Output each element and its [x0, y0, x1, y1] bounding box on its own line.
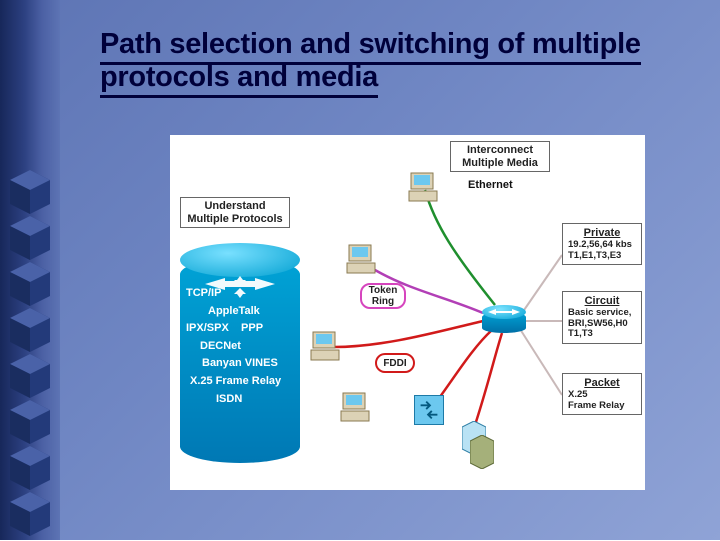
- pc-icon: [346, 243, 380, 277]
- private-line: 19.2,56,64 kbs: [568, 240, 636, 251]
- private-box: Private 19.2,56,64 kbs T1,E1,T3,E3: [562, 223, 642, 265]
- bullet-shape: [10, 216, 50, 260]
- bullet-shape: [10, 446, 50, 490]
- hub-icon: [470, 435, 494, 469]
- slide: Path selection and switching of multiple…: [0, 0, 720, 540]
- bullet-shape: [10, 170, 50, 214]
- protocol-item: PPP: [241, 322, 263, 334]
- bullet-shape: [10, 400, 50, 444]
- pc-icon: [310, 330, 344, 364]
- protocol-item: Banyan VINES: [186, 355, 298, 373]
- protocol-item: ISDN: [186, 391, 298, 409]
- bullet-shape: [10, 492, 50, 536]
- pc-icon: [408, 171, 442, 205]
- protocols-header: Understand Multiple Protocols: [187, 200, 282, 225]
- bullet-shape: [10, 354, 50, 398]
- circuit-box: Circuit Basic service, BRI,SW56,H0 T1,T3: [562, 291, 642, 344]
- packet-line: Frame Relay: [568, 401, 636, 412]
- slide-title-text: Path selection and switching of multiple…: [100, 28, 641, 98]
- bullet-shape: [10, 308, 50, 352]
- circuit-title: Circuit: [568, 295, 636, 308]
- protocol-item: DECNet: [186, 338, 298, 356]
- protocols-header-box: Understand Multiple Protocols: [180, 197, 290, 228]
- protocol-item: IPX/SPX: [186, 322, 229, 334]
- bullet-shape: [10, 262, 50, 306]
- protocol-item: X.25 Frame Relay: [186, 373, 298, 391]
- packet-line: X.25: [568, 390, 636, 401]
- packet-box: Packet X.25 Frame Relay: [562, 373, 642, 415]
- diagram-canvas: Understand Multiple Protocols TCP/IP App…: [170, 135, 645, 490]
- pc-icon: [340, 391, 374, 425]
- protocol-item: TCP/IP: [186, 285, 298, 303]
- private-line: T1,E1,T3,E3: [568, 251, 636, 262]
- media-header: Interconnect Multiple Media: [462, 144, 538, 169]
- protocol-list: TCP/IP AppleTalk IPX/SPX PPP DECNet Bany…: [186, 285, 298, 408]
- fddi-label: FDDI: [375, 353, 415, 373]
- circuit-line: T1,T3: [568, 329, 636, 340]
- protocol-item: AppleTalk: [186, 303, 298, 321]
- media-header-box: Interconnect Multiple Media: [450, 141, 550, 172]
- private-title: Private: [568, 227, 636, 240]
- token-ring-label: Token Ring: [360, 283, 406, 309]
- packet-title: Packet: [568, 377, 636, 390]
- circuit-line: Basic service,: [568, 308, 636, 319]
- router-icon: [482, 305, 526, 333]
- slide-title: Path selection and switching of multiple…: [100, 28, 690, 95]
- switch-icon: [414, 395, 444, 425]
- ethernet-label: Ethernet: [468, 179, 513, 191]
